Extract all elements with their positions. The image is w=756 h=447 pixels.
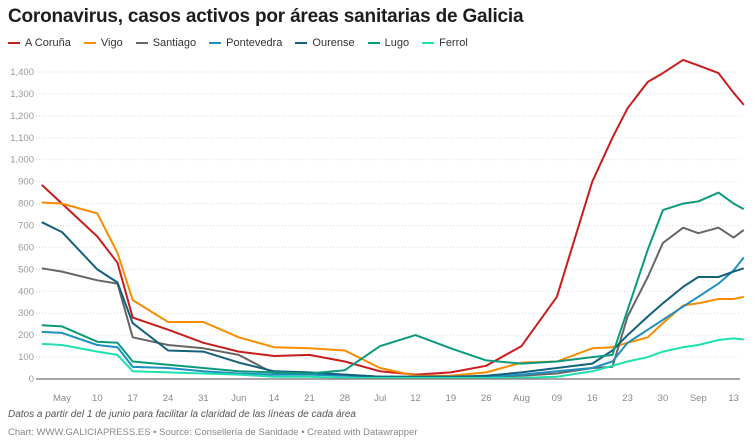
x-tick-label: 17 (127, 393, 138, 404)
x-tick-label: 19 (446, 393, 457, 404)
series-line-vigo (41, 201, 745, 377)
legend-item: A Coruña (8, 37, 71, 49)
y-tick-label: 300 (18, 308, 34, 319)
x-tick-label: 09 (552, 393, 563, 404)
x-tick-label: May (53, 393, 71, 404)
x-tick-label: 31 (198, 393, 209, 404)
y-tick-label: 400 (18, 286, 34, 297)
x-tick-label: Jul (374, 393, 386, 404)
series-line-lugo (41, 191, 745, 375)
legend-swatch (83, 42, 96, 44)
x-tick-label: 30 (658, 393, 669, 404)
y-tick-label: 1,300 (10, 89, 34, 100)
legend-item: Vigo (83, 37, 123, 49)
legend-item: Ourense (295, 37, 355, 49)
line-chart: 0 100 200 300 400 500 600 700 800 900 1,000 1,100 1,… (10, 58, 745, 404)
legend-swatch (367, 42, 380, 44)
y-tick-label: 500 (18, 264, 34, 275)
y-tick-label: 100 (18, 352, 34, 363)
legend-swatch (295, 42, 308, 44)
legend-label: A Coruña (25, 37, 71, 49)
series-line-a-coru-a (41, 58, 745, 376)
legend-label: Ourense (312, 37, 355, 49)
legend-label: Santiago (152, 37, 197, 49)
legend: A Coruña Vigo Santiago Pontevedra Ourense Lug… (8, 37, 468, 49)
y-tick-label: 0 (29, 374, 34, 385)
legend-label: Ferrol (439, 37, 468, 49)
legend-item: Lugo (367, 37, 410, 49)
series-line-santiago (41, 226, 745, 378)
x-tick-label: 12 (410, 393, 421, 404)
x-tick-label: 13 (728, 393, 739, 404)
chart-notes: Datos a partir del 1 de junio para facil… (8, 409, 356, 420)
legend-label: Lugo (384, 37, 410, 49)
legend-swatch (209, 42, 222, 44)
x-tick-label: 16 (587, 393, 598, 404)
x-tick-label: Sep (690, 393, 707, 404)
x-tick-label: Aug (513, 393, 530, 404)
series-line-ferrol (41, 337, 744, 379)
y-tick-label: 900 (18, 177, 34, 188)
legend-item: Ferrol (422, 37, 468, 49)
y-tick-label: 700 (18, 221, 34, 232)
series-line-ourense (41, 221, 745, 378)
y-tick-label: 800 (18, 199, 34, 210)
x-tick-label: 23 (622, 393, 633, 404)
y-tick-label: 1,100 (10, 133, 34, 144)
y-tick-label: 200 (18, 330, 34, 341)
x-tick-label: 24 (163, 393, 174, 404)
x-tick-label: 21 (304, 393, 315, 404)
x-tick-label: Jun (231, 393, 246, 404)
legend-swatch (8, 42, 20, 44)
y-tick-label: 1,400 (10, 67, 34, 78)
legend-label: Pontevedra (226, 37, 283, 49)
x-tick-label: 26 (481, 393, 492, 404)
y-tick-label: 1,200 (10, 111, 34, 122)
legend-item: Pontevedra (209, 37, 282, 49)
y-tick-label: 1,000 (10, 155, 34, 166)
chart-credit: Chart: WWW.GALICIAPRESS.ES • Source: Con… (8, 427, 418, 438)
x-tick-label: 10 (92, 393, 103, 404)
x-tick-label: 28 (340, 393, 351, 404)
x-tick-label: 14 (269, 393, 280, 404)
legend-item: Santiago (135, 37, 197, 49)
y-tick-label: 600 (18, 242, 34, 253)
legend-swatch (422, 42, 435, 44)
legend-label: Vigo (100, 37, 123, 49)
chart-title: Coronavirus, casos activos por áreas san… (8, 6, 524, 27)
legend-swatch (135, 42, 148, 44)
